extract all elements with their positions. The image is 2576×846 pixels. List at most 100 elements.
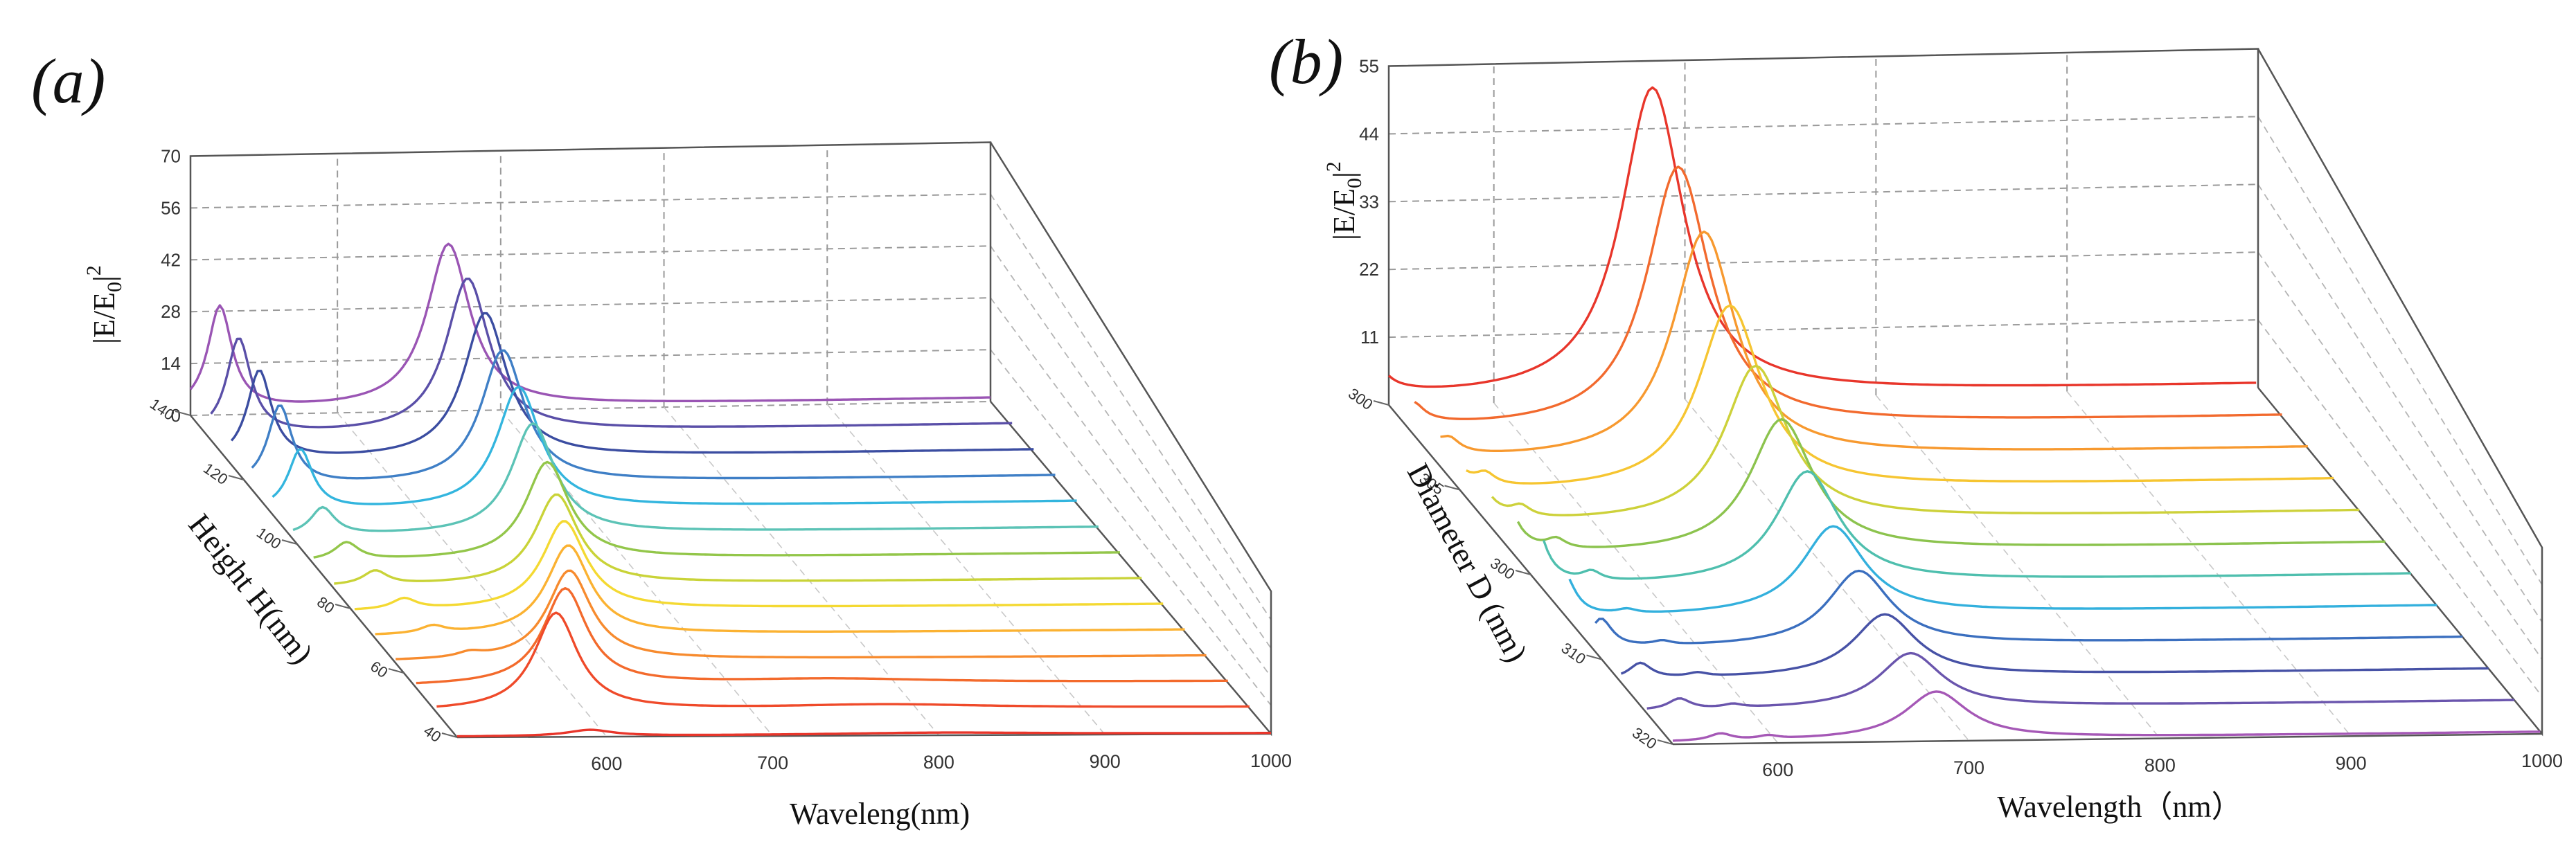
y-gridline [1388,116,2259,135]
panel-a-y-ticks: 0 14 28 42 56 70 [161,146,181,426]
series-line-h-45 [436,611,1250,708]
x-floor-gridline [1875,395,2160,739]
y-tick-label: 44 [1359,123,1379,144]
y-tick-label: 42 [161,249,181,270]
panel-a-label: (a) [31,46,105,116]
series-line-d-316 [1594,569,2463,645]
x-floor-gridline [500,409,774,737]
y-gridline [190,401,991,416]
x-floor-gridline [663,406,940,736]
series-line-d-320 [1672,690,2541,742]
y-tick-label: 22 [1359,259,1379,280]
z-tick-mark [1373,400,1389,406]
panel-a: (a) 0 14 28 42 56 70 600 700 800 900 1000 40 60 80 1… [31,46,1292,831]
series-line-h-70 [334,493,1142,585]
z-tick-mark [335,604,351,609]
panel-b-x-axis-title: Wavelength（nm） [1997,790,2241,824]
series-line-h-65 [354,520,1164,611]
series-line-d-306 [1466,304,2334,485]
panel-b-label: (b) [1269,26,1343,97]
y-gridline-side [990,297,1272,678]
panel-a-x-ticks: 600 700 800 900 1000 [591,750,1292,774]
panel-a-x-axis-title: Waveleng(nm) [790,797,970,831]
z-tick-mark [1515,570,1531,575]
x-tick-label: 700 [1953,757,1984,778]
x-tick-label: 900 [1090,751,1121,772]
y-gridline [190,349,991,365]
series-line-h-110 [251,349,1056,480]
x-tick-label: 1000 [2521,750,2563,771]
y-gridline-side [990,349,1272,706]
z-tick-mark [441,732,458,738]
z-tick-label: 300 [1345,385,1376,414]
floor-front-edge [456,732,1272,739]
x-tick-label: 900 [2336,753,2367,773]
y-tick-label: 56 [161,197,181,218]
panel-a-curves [189,242,1271,738]
series-line-d-304 [1440,231,2308,452]
x-floor-gridline [2066,390,2352,737]
y-gridline-side [990,193,1272,620]
panel-b-y-ticks: 11 22 33 44 55 [1359,56,1379,348]
series-line-h-40 [456,728,1271,738]
series-line-h-80 [313,460,1120,559]
y-gridline [190,297,991,313]
y-gridline-side [2257,183,2543,622]
series-line-d-312 [1543,470,2411,580]
x-tick-label: 600 [591,753,622,774]
series-line-d-310 [1516,418,2386,548]
series-line-h-90 [292,422,1099,532]
panel-b-y-axis-title: |E/E0|2 [1322,161,1366,240]
floor-front-edge [1672,732,2543,746]
y-gridline [190,193,991,209]
x-tick-label: 800 [923,752,954,773]
x-tick-label: 700 [757,753,788,773]
x-floor-gridline [826,404,1105,735]
x-tick-label: 1000 [1250,750,1292,771]
z-tick-mark [1444,485,1460,491]
x-tick-label: 800 [2144,755,2176,776]
series-line-d-319 [1646,651,2515,710]
panel-a-z-axis-title: Height H(nm) [181,507,320,671]
z-tick-mark [228,475,245,480]
y-gridline-side [2257,319,2543,697]
panel-b-x-ticks: 600 700 800 900 1000 [1762,750,2563,780]
y-gridline [1388,319,2259,339]
series-line-d-318 [1620,613,2489,676]
z-tick-label: 320 [1629,724,1660,753]
z-tick-mark [388,668,405,674]
series-line-h-55 [396,569,1207,660]
y-tick-label: 33 [1359,191,1379,212]
series-line-d-300 [1387,86,2257,388]
floor-left-edge [190,415,458,738]
y-gridline-side [990,245,1272,649]
panel-b-z-axis-title: Diameter D (nm) [1401,458,1535,668]
z-tick-mark [1657,739,1673,745]
z-tick-label: 80 [314,593,337,618]
y-tick-label: 70 [161,146,181,167]
y-gridline [1388,183,2259,203]
series-line-d-308 [1491,364,2360,516]
y-gridline [190,245,991,261]
panel-b-curves [1387,86,2541,742]
z-tick-label: 40 [420,722,444,746]
z-tick-mark [1586,654,1602,660]
z-tick-mark [175,411,191,416]
y-tick-label: 14 [161,353,181,374]
panel-a-frame [189,141,1272,739]
panel-a-grid [190,141,1272,737]
y-gridline-side [2257,251,2543,660]
series-line-h-140 [189,242,991,403]
back-wall-outline [1387,48,2259,405]
z-tick-label: 120 [200,460,231,489]
y-tick-label: 11 [1360,327,1379,348]
series-line-d-302 [1414,165,2282,420]
y-tick-label: 28 [161,301,181,322]
z-tick-label: 60 [367,658,391,682]
series-line-h-120 [230,312,1034,454]
x-floor-gridline [1493,402,1779,744]
back-wall-outline [189,141,992,415]
